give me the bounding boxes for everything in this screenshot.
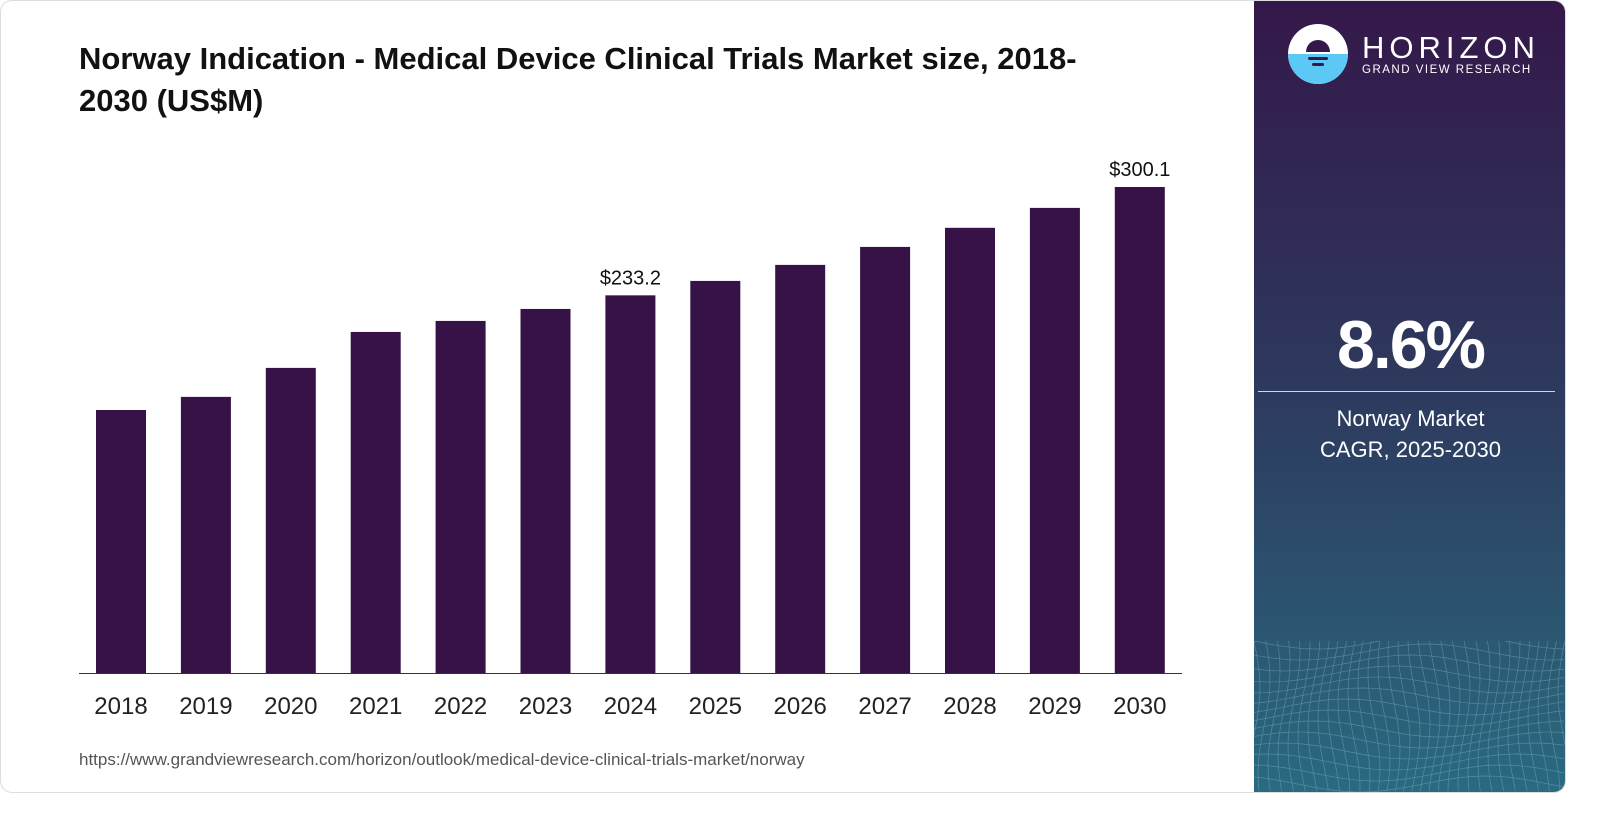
x-tick-label: 2020 — [264, 693, 317, 720]
x-tick-label: 2023 — [519, 693, 572, 720]
bar-2029 — [1029, 207, 1080, 673]
bar-2019 — [180, 396, 231, 673]
brand-name: HORIZON — [1362, 30, 1540, 65]
bar-2026 — [775, 264, 826, 673]
x-tick-label: 2019 — [179, 693, 232, 720]
x-tick-label: 2028 — [943, 693, 996, 720]
divider — [1258, 391, 1555, 392]
bar-2018 — [96, 409, 146, 673]
data-label: $300.1 — [1109, 159, 1170, 181]
side-panel: HORIZON GRAND VIEW RESEARCH 8.6% Norway … — [1254, 1, 1565, 792]
x-tick-label: 2021 — [349, 693, 402, 720]
horizon-sun-icon — [1288, 24, 1348, 84]
x-tick-label: 2024 — [604, 693, 657, 720]
chart-title: Norway Indication - Medical Device Clini… — [79, 41, 1077, 118]
bar-2030 — [1114, 187, 1165, 673]
x-tick-label: 2027 — [858, 693, 911, 720]
x-tick-label: 2030 — [1113, 693, 1166, 720]
source-url[interactable]: https://www.grandviewresearch.com/horizo… — [79, 750, 805, 769]
cagr-label: Norway Market CAGR, 2025-2030 — [1254, 403, 1565, 465]
data-label: $233.2 — [600, 267, 661, 289]
x-tick-label: 2025 — [689, 693, 742, 720]
bar-2024 — [605, 295, 656, 673]
bar-2021 — [350, 331, 401, 673]
x-tick-label: 2026 — [774, 693, 827, 720]
x-tick-label: 2018 — [94, 693, 147, 720]
horizon-logo: HORIZON GRAND VIEW RESEARCH — [1288, 24, 1540, 84]
cagr-label-line1: Norway Market — [1336, 406, 1485, 431]
cagr-label-line2: CAGR, 2025-2030 — [1320, 437, 1501, 462]
bar-2023 — [520, 308, 571, 673]
bar-2025 — [690, 280, 741, 673]
mesh-decoration — [1254, 641, 1565, 792]
bar-2027 — [860, 246, 911, 673]
cagr-value: 8.6% — [1337, 307, 1486, 383]
x-tick-label: 2022 — [434, 693, 487, 720]
bar-2022 — [435, 320, 486, 673]
bar-2020 — [265, 367, 316, 673]
brand-sub: GRAND VIEW RESEARCH — [1362, 64, 1532, 76]
chart-card: Norway Indication - Medical Device Clini… — [0, 0, 1566, 793]
x-tick-label: 2029 — [1028, 693, 1081, 720]
bar-chart: 2018 2019 2020 2021 2022 2023 2024 $233.2 2025 20… — [79, 159, 1182, 720]
bar-2028 — [945, 227, 995, 673]
